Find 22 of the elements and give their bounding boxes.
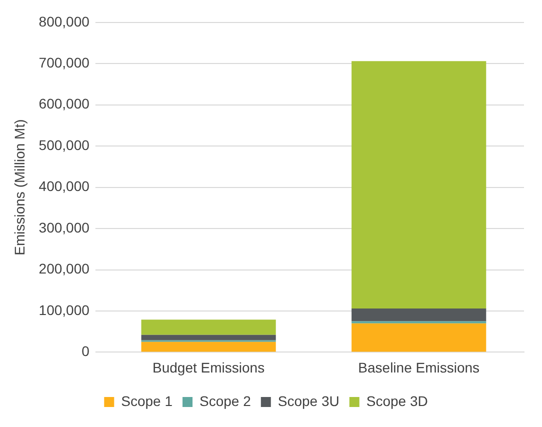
legend-label: Scope 3D xyxy=(366,392,428,409)
bar xyxy=(141,320,276,335)
y-axis-title: Emissions (Million Mt) xyxy=(11,119,28,256)
bar xyxy=(352,323,486,352)
y-tick-label: 400,000 xyxy=(38,178,90,194)
y-tick-label: 500,000 xyxy=(38,136,90,153)
x-tick-label: Baseline Emissions xyxy=(358,359,480,376)
legend-label: Scope 3U xyxy=(278,392,340,409)
y-tick-label: 600,000 xyxy=(38,96,90,112)
bar xyxy=(141,334,276,340)
y-tick-label: 700,000 xyxy=(38,54,90,70)
y-tick-label: 100,000 xyxy=(38,302,90,318)
y-tick-label: 200,000 xyxy=(38,260,90,277)
y-tick-label: 0 xyxy=(82,343,90,360)
legend-label: Scope 1 xyxy=(121,392,173,409)
bar xyxy=(352,308,486,322)
y-tick-label: 800,000 xyxy=(38,13,90,30)
bar xyxy=(352,61,486,308)
bar xyxy=(141,342,276,352)
y-tick-label: 300,000 xyxy=(38,219,90,236)
x-tick-label: Budget Emissions xyxy=(152,359,265,376)
legend-label: Scope 2 xyxy=(200,392,252,409)
